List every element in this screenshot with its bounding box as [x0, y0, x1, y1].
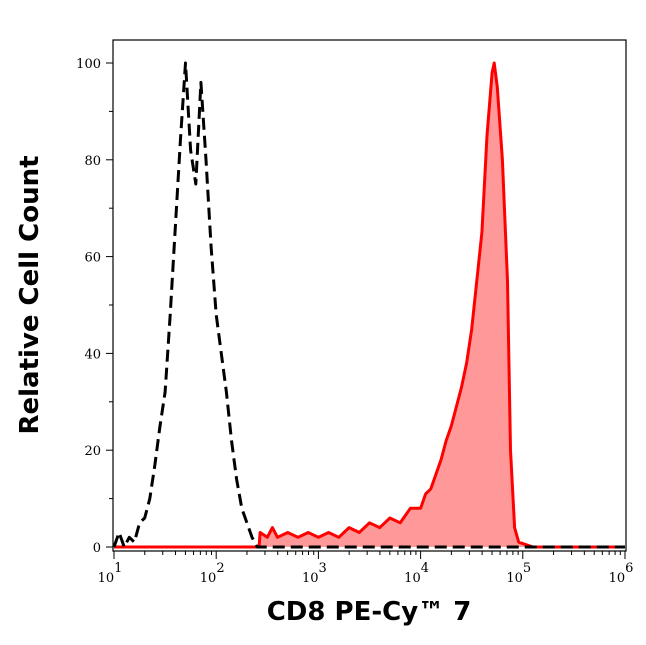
series-line-cd8 [114, 61, 625, 549]
y-tick-label: 40 [84, 347, 101, 362]
x-axis: 101 102 103 104 105 106 [98, 551, 634, 586]
y-axis-label: Relative Cell Count [15, 155, 45, 434]
x-tick-label: 104 [404, 561, 429, 586]
x-axis-label: CD8 PE-Cy™ 7 [267, 597, 472, 627]
x-tick-label: 102 [200, 561, 225, 586]
series-fill [114, 63, 625, 547]
y-tick-label: 60 [84, 251, 101, 266]
y-tick-label: 100 [76, 57, 101, 72]
x-tick-label: 103 [302, 561, 327, 586]
y-tick-label: 20 [84, 444, 101, 459]
y-axis: 0 20 40 60 80 100 [76, 57, 113, 556]
plot-frame [112, 39, 627, 552]
y-tick-label: 80 [84, 154, 101, 169]
plot-marks [112, 61, 625, 549]
y-tick-label: 0 [93, 541, 101, 556]
x-tick-label: 105 [506, 561, 531, 586]
x-tick-label: 101 [98, 561, 123, 586]
series-line-control [112, 61, 625, 549]
x-tick-label: 106 [609, 561, 634, 586]
